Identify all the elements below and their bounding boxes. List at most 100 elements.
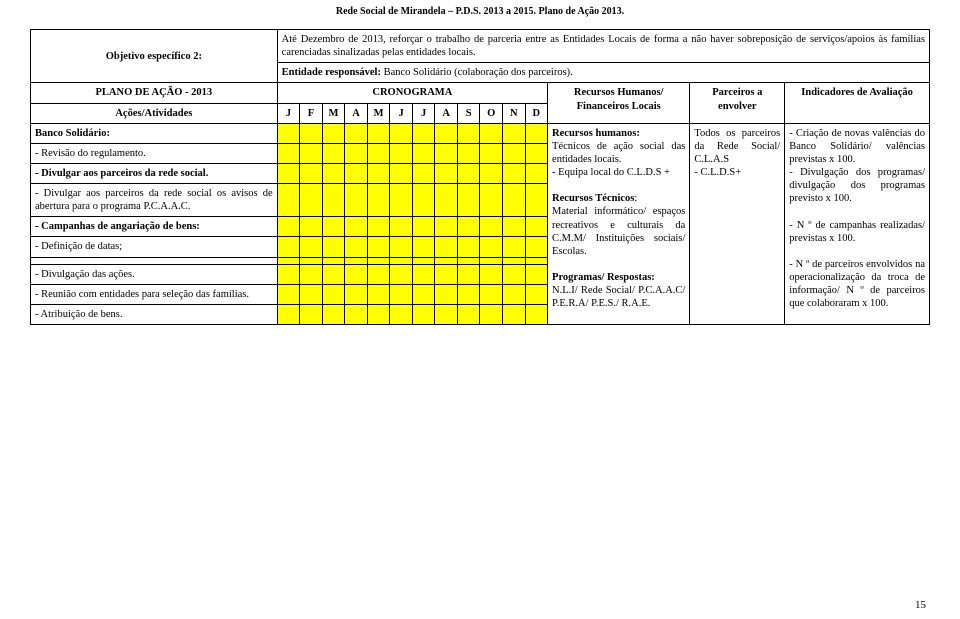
recursos-t4: N.L.I/ Rede Social/ P.C.A.A.C/ P.E.R.A/ … <box>552 285 685 309</box>
activity-item: - Revisão do regulamento. <box>31 143 278 163</box>
month-head: M <box>322 103 345 123</box>
month-cell <box>525 237 548 257</box>
month-cell <box>435 304 458 324</box>
month-cell <box>502 237 525 257</box>
month-cell <box>300 163 323 183</box>
month-cell <box>345 123 368 143</box>
month-cell <box>322 143 345 163</box>
month-cell <box>277 123 300 143</box>
month-cell <box>367 284 390 304</box>
recursos-h3: Programas/ Respostas: <box>552 272 655 283</box>
month-cell <box>300 284 323 304</box>
month-cell <box>277 163 300 183</box>
month-cell <box>390 257 413 264</box>
activity-item: - Definição de datas; <box>31 237 278 257</box>
month-cell <box>390 163 413 183</box>
month-cell <box>525 304 548 324</box>
month-cell <box>412 284 435 304</box>
month-cell <box>435 257 458 264</box>
month-cell <box>435 217 458 237</box>
page-number: 15 <box>915 599 926 611</box>
month-cell <box>480 184 503 217</box>
month-head: O <box>480 103 503 123</box>
month-cell <box>435 264 458 284</box>
activity-item <box>31 257 278 264</box>
month-cell <box>412 184 435 217</box>
month-cell <box>525 163 548 183</box>
month-cell <box>390 217 413 237</box>
month-cell <box>502 304 525 324</box>
parceiros-cell: Todos os parceiros da Rede Social/ C.L.A… <box>690 123 785 324</box>
month-cell <box>502 184 525 217</box>
activity-item: - Divulgar aos parceiros da rede social … <box>31 184 278 217</box>
month-cell <box>435 284 458 304</box>
month-cell <box>300 257 323 264</box>
activity-item: - Reunião com entidades para seleção das… <box>31 284 278 304</box>
month-cell <box>277 304 300 324</box>
month-cell <box>345 184 368 217</box>
month-cell <box>345 143 368 163</box>
parceiros-header: Parceiros a envolver <box>690 83 785 123</box>
month-cell <box>457 143 480 163</box>
content-wrapper: Objetivo específico 2: Até Dezembro de 2… <box>30 29 930 325</box>
month-cell <box>502 217 525 237</box>
month-head: N <box>502 103 525 123</box>
month-cell <box>412 257 435 264</box>
month-cell <box>412 143 435 163</box>
month-cell <box>412 237 435 257</box>
activity-heading: Banco Solidário: <box>35 128 110 139</box>
parceiros-t2: - C.L.D.S+ <box>694 167 741 178</box>
month-cell <box>367 184 390 217</box>
month-cell <box>412 123 435 143</box>
month-cell <box>345 163 368 183</box>
month-cell <box>457 284 480 304</box>
month-cell <box>412 217 435 237</box>
recursos-t3: Material informático/ espaços recreativo… <box>552 206 685 256</box>
month-cell <box>435 184 458 217</box>
month-head: F <box>300 103 323 123</box>
month-cell <box>367 264 390 284</box>
month-cell <box>322 163 345 183</box>
month-cell <box>525 217 548 237</box>
month-cell <box>300 217 323 237</box>
month-cell <box>277 264 300 284</box>
month-cell <box>457 123 480 143</box>
month-cell <box>502 163 525 183</box>
month-cell <box>367 257 390 264</box>
month-cell <box>457 163 480 183</box>
month-cell <box>390 143 413 163</box>
month-head: D <box>525 103 548 123</box>
objective-label: Objetivo específico 2: <box>31 30 278 83</box>
month-cell <box>480 237 503 257</box>
recursos-t2: - Equipa local do C.L.D.S + <box>552 167 670 178</box>
parceiros-t1: Todos os parceiros da Rede Social/ C.L.A… <box>694 128 780 165</box>
month-cell <box>525 184 548 217</box>
page-header: Rede Social de Mirandela – P.D.S. 2013 a… <box>0 6 960 17</box>
month-cell <box>480 304 503 324</box>
month-cell <box>480 257 503 264</box>
recursos-h1: Recursos humanos: <box>552 128 640 139</box>
month-cell <box>277 217 300 237</box>
activity-row: Banco Solidário: <box>31 123 278 143</box>
month-cell <box>300 264 323 284</box>
cronograma-header: CRONOGRAMA <box>277 83 547 103</box>
month-cell <box>480 264 503 284</box>
month-cell <box>502 264 525 284</box>
month-cell <box>277 184 300 217</box>
month-cell <box>435 143 458 163</box>
month-cell <box>300 304 323 324</box>
month-cell <box>300 184 323 217</box>
indicadores-i1: - Criação de novas valências do Banco So… <box>789 128 925 165</box>
month-head: M <box>367 103 390 123</box>
month-cell <box>457 304 480 324</box>
month-cell <box>367 143 390 163</box>
month-cell <box>322 284 345 304</box>
month-cell <box>345 304 368 324</box>
activity-item: - Campanhas de angariação de bens: <box>31 217 278 237</box>
activity-item: - Divulgar aos parceiros da rede social. <box>31 163 278 183</box>
indicadores-cell: - Criação de novas valências do Banco So… <box>785 123 930 324</box>
month-cell <box>345 237 368 257</box>
month-cell <box>480 163 503 183</box>
month-cell <box>412 304 435 324</box>
month-cell <box>367 217 390 237</box>
